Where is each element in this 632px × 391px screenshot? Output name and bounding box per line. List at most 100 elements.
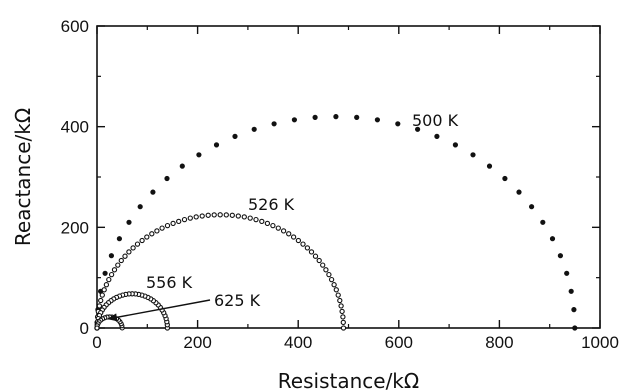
- data-point-500k: [102, 270, 108, 276]
- data-point-526k: [126, 249, 132, 255]
- data-point-526k: [122, 253, 128, 259]
- data-point-526k: [181, 216, 188, 223]
- data-point-526k: [295, 237, 302, 244]
- data-point-526k: [106, 276, 112, 283]
- data-point-526k: [187, 215, 193, 221]
- data-point-500k: [540, 219, 546, 225]
- data-point-500k: [486, 163, 493, 169]
- data-point-526k: [130, 245, 136, 251]
- data-point-500k: [164, 175, 170, 182]
- data-point-500k: [528, 204, 535, 210]
- data-point-500k: [213, 142, 220, 148]
- data-point-500k: [271, 121, 277, 127]
- y-tick-label: 600: [61, 17, 89, 36]
- series-label: 625 K: [214, 291, 261, 310]
- data-point-500k: [374, 117, 381, 123]
- data-point-526k: [101, 287, 107, 293]
- data-point-526k: [144, 234, 150, 240]
- data-point-526k: [328, 276, 335, 283]
- data-point-500k: [232, 133, 238, 139]
- data-point-526k: [280, 228, 287, 234]
- ticks: 0 200 400 600 800 1000 0 200 400 600: [61, 17, 619, 352]
- data-point-526k: [199, 213, 205, 219]
- data-point-526k: [223, 212, 229, 218]
- data-point-526k: [320, 262, 326, 268]
- data-point-500k: [108, 253, 114, 259]
- data-point-500k: [354, 114, 360, 120]
- data-point-500k: [196, 152, 202, 158]
- data-point-500k: [571, 307, 577, 313]
- data-point-500k: [179, 163, 185, 169]
- x-tick-label: 1000: [581, 333, 619, 352]
- data-point-500k: [126, 219, 132, 225]
- data-point-526k: [253, 216, 259, 223]
- series-label: 526 K: [248, 195, 295, 214]
- data-point-625k: [94, 325, 100, 331]
- data-point-526k: [331, 282, 337, 288]
- data-point-526k: [217, 212, 223, 218]
- data-point-500k: [434, 133, 440, 139]
- data-point-526k: [154, 228, 160, 234]
- data-point-526k: [176, 218, 182, 225]
- data-point-526k: [340, 319, 346, 326]
- data-point-526k: [333, 287, 339, 293]
- data-point-526k: [241, 214, 247, 220]
- data-point-500k: [572, 325, 578, 331]
- data-point-500k: [452, 142, 459, 148]
- data-point-526k: [275, 225, 281, 231]
- data-point-500k: [333, 113, 339, 120]
- data-point-500k: [568, 288, 574, 294]
- data-point-526k: [312, 253, 319, 259]
- data-point-500k: [150, 189, 156, 195]
- data-point-526k: [335, 292, 341, 298]
- data-point-526k: [264, 220, 271, 227]
- data-point-526k: [340, 325, 347, 331]
- data-point-526k: [247, 215, 253, 221]
- data-point-526k: [134, 241, 141, 247]
- y-tick-label: 0: [80, 319, 89, 338]
- data-point-500k: [251, 126, 257, 132]
- data-point-526k: [205, 212, 211, 218]
- data-point-526k: [170, 220, 176, 227]
- data-point-526k: [164, 222, 171, 229]
- data-point-526k: [98, 297, 104, 304]
- data-point-526k: [159, 225, 165, 231]
- data-point-526k: [111, 267, 118, 273]
- data-point-526k: [340, 314, 346, 320]
- data-point-500k: [470, 152, 476, 158]
- data-point-526k: [300, 241, 306, 247]
- data-point-526k: [103, 282, 110, 288]
- data-point-526k: [118, 257, 124, 264]
- data-point-526k: [139, 237, 145, 244]
- data-point-500k: [291, 117, 298, 123]
- data-point-526k: [259, 218, 265, 225]
- data-point-500k: [312, 114, 318, 120]
- x-tick-label: 200: [183, 333, 211, 352]
- x-tick-label: 600: [385, 333, 413, 352]
- data-points: [94, 113, 578, 331]
- x-axis-title: Resistance/kΩ: [278, 369, 419, 391]
- data-point-500k: [516, 189, 522, 195]
- data-point-526k: [229, 212, 235, 218]
- data-point-526k: [290, 234, 297, 240]
- x-tick-label: 0: [92, 333, 101, 352]
- data-point-526k: [193, 214, 199, 220]
- data-point-526k: [337, 297, 343, 304]
- data-point-526k: [286, 231, 292, 237]
- data-point-526k: [115, 262, 121, 268]
- data-point-526k: [211, 212, 217, 218]
- data-point-526k: [316, 257, 322, 264]
- data-point-526k: [338, 303, 344, 309]
- x-tick-label: 800: [485, 333, 513, 352]
- data-point-500k: [564, 270, 570, 276]
- data-point-526k: [270, 222, 276, 229]
- data-point-526k: [96, 303, 103, 309]
- data-point-526k: [99, 292, 105, 298]
- data-point-526k: [326, 271, 332, 278]
- data-point-500k: [415, 126, 421, 132]
- data-point-526k: [304, 245, 311, 251]
- data-point-500k: [502, 175, 508, 182]
- data-point-500k: [395, 121, 401, 127]
- data-point-526k: [308, 249, 315, 255]
